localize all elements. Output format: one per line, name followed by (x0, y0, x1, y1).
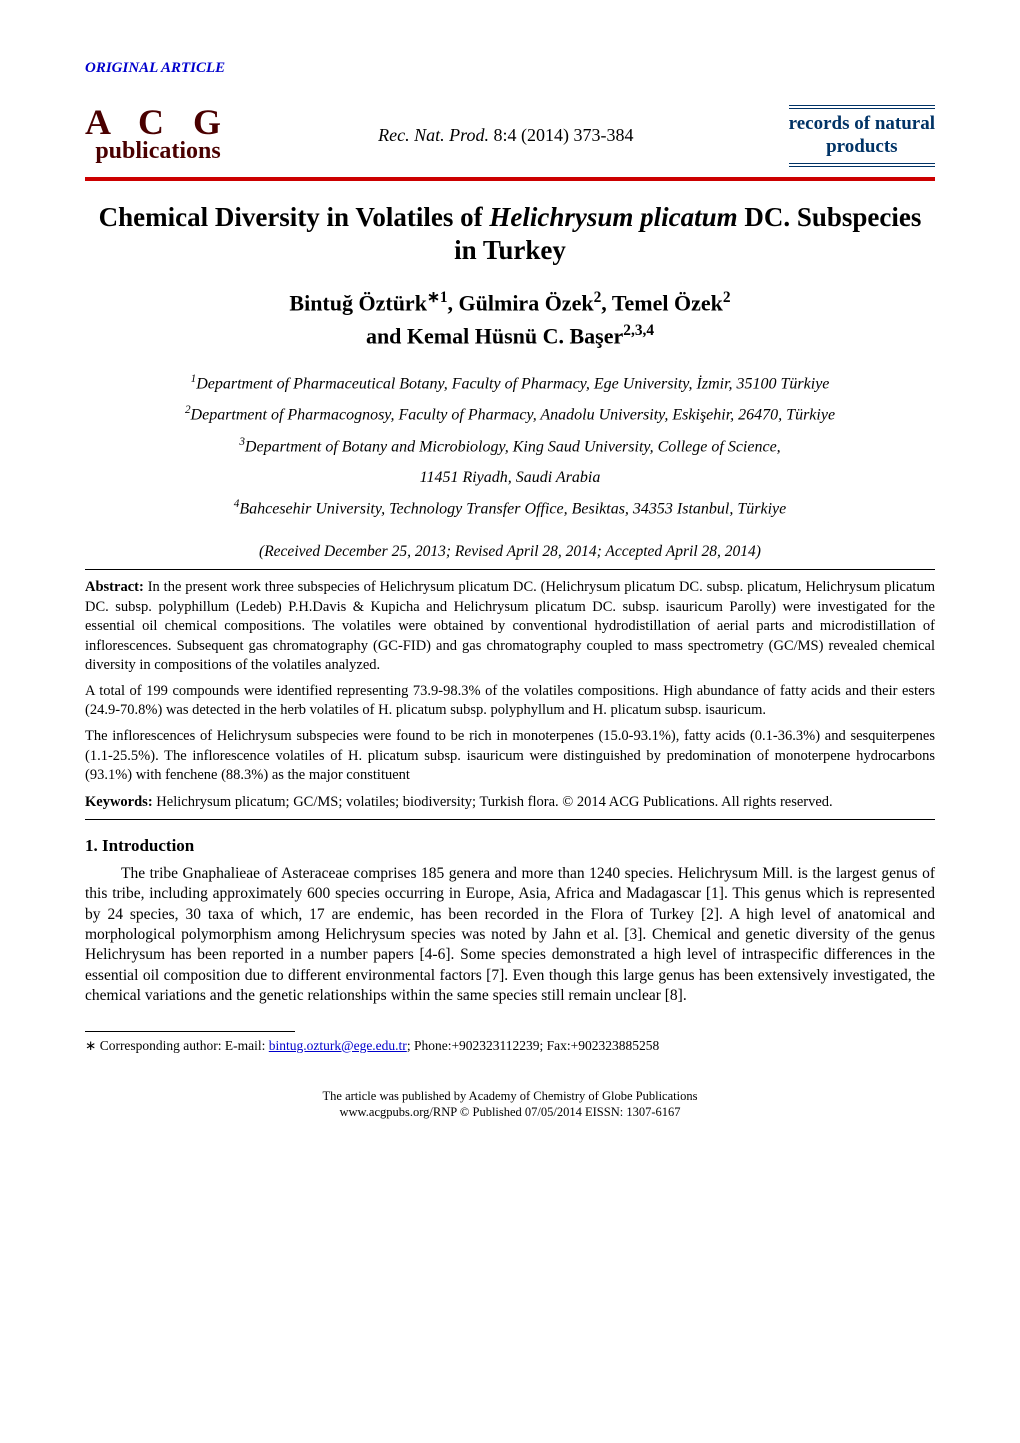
author-3: Temel Özek (612, 290, 723, 315)
journal-rule-bottom (789, 163, 935, 167)
journal-name-line2: products (789, 136, 935, 159)
journal-rule-top (789, 105, 935, 109)
author-2: Gülmira Özek (459, 290, 594, 315)
citation-journal: Rec. Nat. Prod (378, 125, 484, 145)
affiliation-1: 1Department of Pharmaceutical Botany, Fa… (85, 372, 935, 396)
author-4: Kemal Hüsnü C. Başer (407, 324, 623, 349)
abstract-p2: A total of 199 compounds were identified… (85, 682, 935, 721)
red-rule (85, 177, 935, 181)
article-type-label: ORIGINAL ARTICLE (85, 60, 935, 77)
footnote-mark: ∗ (85, 1038, 96, 1053)
masthead-row: A C G publications Rec. Nat. Prod. 8:4 (… (85, 105, 935, 167)
authors-line1: Bintuğ Öztürk∗1, Gülmira Özek2, Temel Öz… (85, 288, 935, 316)
footer-line1: The article was published by Academy of … (85, 1088, 935, 1104)
rule-below-keywords (85, 819, 935, 820)
affiliation-3b: 11451 Riyadh, Saudi Arabia (85, 467, 935, 489)
abstract-block: Abstract: In the present work three subs… (85, 578, 935, 786)
affil-text-2: Department of Pharmacognosy, Faculty of … (191, 407, 836, 424)
affil-text-4: Bahcesehir University, Technology Transf… (239, 501, 786, 518)
authors-line2: and Kemal Hüsnü C. Başer2,3,4 (85, 322, 935, 349)
title-prefix: Chemical Diversity in Volatiles of (99, 202, 490, 232)
article-title: Chemical Diversity in Volatiles of Helic… (85, 201, 935, 269)
footer-block: The article was published by Academy of … (85, 1088, 935, 1121)
abstract-label: Abstract: (85, 579, 144, 595)
abstract-p1: Abstract: In the present work three subs… (85, 578, 935, 676)
author-4-marks: 2,3,4 (623, 322, 654, 339)
citation-vol: 8:4 (2014) 373-384 (493, 125, 633, 145)
author-1-marks: ∗1 (427, 289, 448, 306)
author-2-marks: 2 (594, 289, 602, 306)
affil-text-3b: 11451 Riyadh, Saudi Arabia (420, 469, 601, 486)
footer-line2: www.acgpubs.org/RNP © Published 07/05/20… (85, 1104, 935, 1120)
abstract-p3: The inflorescences of Helichrysum subspe… (85, 727, 935, 786)
journal-name-box: records of natural products (781, 105, 935, 167)
keywords-text: Helichrysum plicatum; GC/MS; volatiles; … (153, 794, 833, 810)
footnote-rule (85, 1031, 295, 1032)
affiliation-4: 4Bahcesehir University, Technology Trans… (85, 497, 935, 521)
footnote-prefix: Corresponding author: E-mail: (96, 1038, 268, 1053)
author-1: Bintuğ Öztürk (289, 290, 427, 315)
publisher-logo: A C G publications (85, 106, 231, 165)
affiliation-3: 3Department of Botany and Microbiology, … (85, 435, 935, 459)
keywords-label: Keywords: (85, 794, 153, 810)
rule-above-abstract (85, 569, 935, 570)
affil-text-3: Department of Botany and Microbiology, K… (245, 439, 781, 456)
logo-word: publications (95, 138, 220, 165)
footnote-suffix: ; Phone:+902323112239; Fax:+902323885258 (407, 1038, 659, 1053)
intro-heading: 1. Introduction (85, 836, 935, 856)
affil-text-1: Department of Pharmaceutical Botany, Fac… (196, 375, 829, 392)
affiliation-2: 2Department of Pharmacognosy, Faculty of… (85, 403, 935, 427)
submission-dates: (Received December 25, 2013; Revised Apr… (85, 543, 935, 561)
corresponding-footnote: ∗ Corresponding author: E-mail: bintug.o… (85, 1038, 935, 1054)
citation-text: Rec. Nat. Prod. 8:4 (2014) 373-384 (231, 125, 781, 146)
logo-acronym: A C G (85, 106, 231, 138)
keywords-line: Keywords: Helichrysum plicatum; GC/MS; v… (85, 794, 935, 811)
title-species: Helichrysum plicatum (489, 202, 737, 232)
abstract-text-1: In the present work three subspecies of … (85, 579, 935, 673)
intro-para: The tribe Gnaphalieae of Asteraceae comp… (85, 864, 935, 1007)
author-3-marks: 2 (723, 289, 731, 306)
authors-and: and (366, 324, 407, 349)
corresponding-email[interactable]: bintug.ozturk@ege.edu.tr (269, 1038, 407, 1053)
journal-name-line1: records of natural (789, 113, 935, 136)
